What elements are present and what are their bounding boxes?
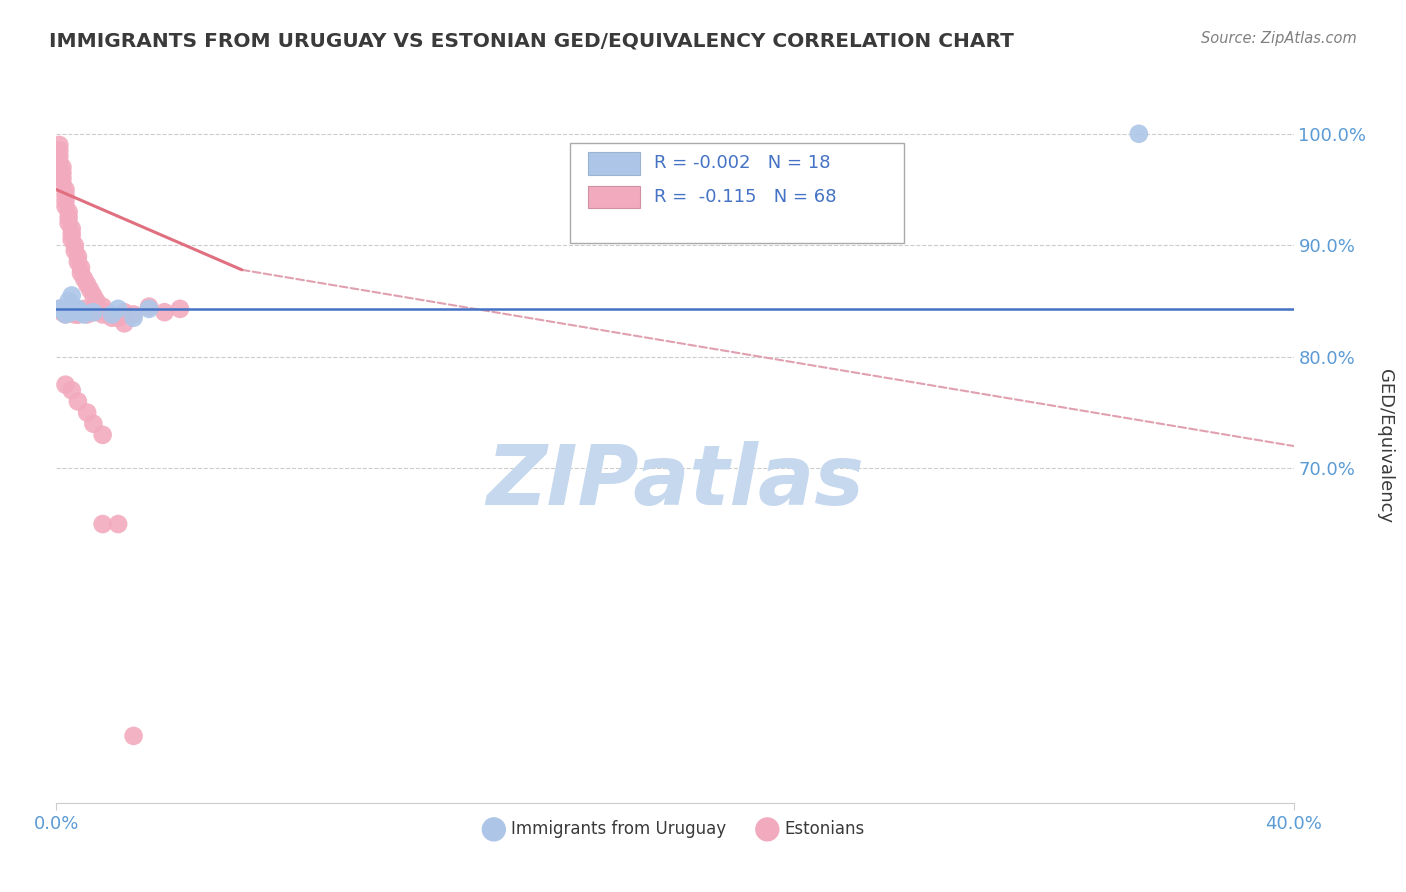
Point — [63, 307, 86, 322]
Point — [51, 177, 73, 191]
Point — [76, 277, 98, 292]
Point — [112, 316, 135, 330]
Point — [91, 307, 114, 322]
FancyBboxPatch shape — [588, 152, 640, 175]
Point — [51, 305, 73, 319]
Y-axis label: GED/Equivalency: GED/Equivalency — [1376, 369, 1395, 523]
Text: ZIPatlas: ZIPatlas — [486, 442, 863, 522]
Text: IMMIGRANTS FROM URUGUAY VS ESTONIAN GED/EQUIVALENCY CORRELATION CHART: IMMIGRANTS FROM URUGUAY VS ESTONIAN GED/… — [49, 31, 1014, 50]
Point — [51, 301, 73, 316]
Point — [76, 307, 98, 322]
Text: Source: ZipAtlas.com: Source: ZipAtlas.com — [1201, 31, 1357, 46]
Point — [66, 301, 89, 316]
Point — [51, 305, 73, 319]
FancyBboxPatch shape — [588, 186, 640, 209]
Point — [91, 300, 114, 314]
Point — [1128, 127, 1150, 141]
Point — [55, 301, 77, 316]
Point — [58, 211, 80, 225]
Point — [82, 305, 104, 319]
Point — [63, 238, 86, 252]
Point — [58, 293, 80, 308]
Point — [60, 233, 83, 247]
Point — [112, 305, 135, 319]
Point — [101, 310, 124, 325]
Point — [58, 301, 80, 316]
Point — [94, 305, 117, 319]
Point — [76, 305, 98, 319]
Point — [55, 194, 77, 208]
Point — [82, 288, 104, 302]
FancyBboxPatch shape — [569, 143, 904, 243]
Point — [91, 516, 114, 531]
Point — [48, 144, 70, 158]
Text: R = -0.002   N = 18: R = -0.002 N = 18 — [654, 154, 831, 172]
Point — [66, 307, 89, 322]
Point — [58, 305, 80, 319]
Point — [73, 271, 96, 285]
Point — [60, 305, 83, 319]
Point — [48, 301, 70, 316]
Point — [60, 227, 83, 241]
Point — [63, 305, 86, 319]
Point — [55, 307, 77, 322]
Legend: Immigrants from Uruguay, Estonians: Immigrants from Uruguay, Estonians — [479, 814, 870, 845]
Point — [138, 301, 160, 316]
Point — [91, 427, 114, 442]
Point — [48, 154, 70, 169]
Point — [86, 293, 108, 308]
Point — [70, 305, 93, 319]
Point — [169, 301, 191, 316]
Point — [48, 301, 70, 316]
Point — [48, 149, 70, 163]
Point — [51, 171, 73, 186]
Point — [58, 305, 80, 319]
Point — [73, 301, 96, 316]
Point — [66, 394, 89, 409]
Point — [58, 216, 80, 230]
Point — [76, 405, 98, 419]
Point — [70, 305, 93, 319]
Point — [51, 161, 73, 175]
Point — [122, 729, 145, 743]
Point — [107, 516, 129, 531]
Point — [63, 301, 86, 316]
Point — [107, 301, 129, 316]
Point — [107, 310, 129, 325]
Point — [58, 204, 80, 219]
Point — [55, 301, 77, 316]
Point — [122, 310, 145, 325]
Point — [55, 182, 77, 196]
Point — [60, 305, 83, 319]
Point — [48, 138, 70, 153]
Point — [60, 221, 83, 235]
Point — [79, 283, 101, 297]
Point — [55, 199, 77, 213]
Point — [153, 305, 176, 319]
Text: R =  -0.115   N = 68: R = -0.115 N = 68 — [654, 188, 837, 206]
Point — [60, 384, 83, 398]
Point — [51, 166, 73, 180]
Point — [60, 288, 83, 302]
Point — [66, 307, 89, 322]
Point — [70, 260, 93, 275]
Point — [138, 300, 160, 314]
Point — [63, 244, 86, 258]
Point — [82, 305, 104, 319]
Point — [60, 305, 83, 319]
Point — [55, 377, 77, 392]
Point — [70, 266, 93, 280]
Point — [55, 307, 77, 322]
Point — [82, 417, 104, 431]
Point — [122, 307, 145, 322]
Point — [101, 307, 124, 322]
Point — [73, 307, 96, 322]
Point — [66, 249, 89, 263]
Point — [101, 307, 124, 322]
Point — [55, 188, 77, 202]
Point — [66, 255, 89, 269]
